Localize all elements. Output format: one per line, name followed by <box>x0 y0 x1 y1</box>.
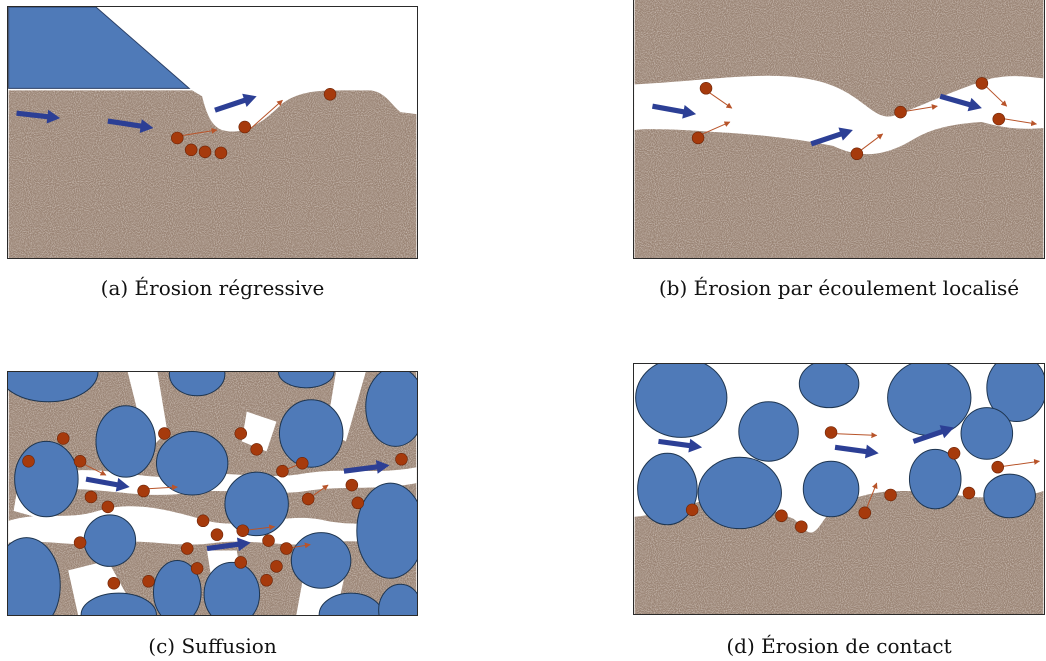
coarse-grain <box>96 406 156 477</box>
fine-particle-icon <box>197 515 209 527</box>
fine-particle-icon <box>859 507 871 519</box>
fine-particle-icon <box>235 556 247 568</box>
fine-particle-icon <box>851 148 863 160</box>
coarse-grain <box>698 457 781 528</box>
fine-particle-icon <box>324 88 336 100</box>
fine-particle-icon <box>276 465 288 477</box>
fine-particle-icon <box>191 562 203 574</box>
fine-particle-icon <box>181 543 193 555</box>
coarse-grain <box>15 441 78 516</box>
fine-particle-icon <box>74 537 86 549</box>
fine-particle-icon <box>171 132 183 144</box>
coarse-grain <box>636 364 727 437</box>
coarse-grain <box>961 408 1013 460</box>
fine-particle-icon <box>239 121 251 133</box>
fine-particle-icon <box>296 457 308 469</box>
fine-particle-icon <box>74 455 86 467</box>
fine-particle-icon <box>251 443 263 455</box>
fine-particle-icon <box>302 493 314 505</box>
coarse-grain <box>225 472 288 535</box>
caption-d: (d) Érosion de contact <box>633 634 1045 658</box>
fine-particle-icon <box>948 447 960 459</box>
panel-c-illustration <box>8 372 417 615</box>
fine-particle-icon <box>992 461 1004 473</box>
fine-particle-icon <box>346 479 358 491</box>
fine-particle-icon <box>993 113 1005 125</box>
coarse-grain <box>291 533 351 589</box>
caption-b: (b) Érosion par écoulement localisé <box>633 276 1045 300</box>
fine-particle-icon <box>795 521 807 533</box>
fine-particle-icon <box>686 504 698 516</box>
fine-particle-icon <box>885 489 897 501</box>
coarse-grain <box>799 364 859 408</box>
fine-particle-icon <box>199 146 211 158</box>
panel-b-illustration <box>634 0 1044 258</box>
fine-particle-icon <box>280 543 292 555</box>
fine-particle-icon <box>700 82 712 94</box>
caption-a: (a) Érosion régressive <box>7 276 418 300</box>
fine-particle-icon <box>261 574 273 586</box>
fine-particle-icon <box>976 77 988 89</box>
fine-particle-icon <box>143 575 155 587</box>
fine-particle-icon <box>108 577 120 589</box>
fine-particle-icon <box>215 147 227 159</box>
fine-particle-icon <box>963 487 975 499</box>
fine-particle-icon <box>692 132 704 144</box>
fine-particle-icon <box>138 485 150 497</box>
fine-particle-icon <box>352 497 364 509</box>
fine-particle-icon <box>395 453 407 465</box>
fine-particle-icon <box>237 525 249 537</box>
fine-particle-icon <box>776 510 788 522</box>
panel-d-contact-erosion <box>633 363 1045 615</box>
fine-particle-icon <box>158 428 170 440</box>
fine-particle-icon <box>895 106 907 118</box>
fine-particle-icon <box>57 433 69 445</box>
fine-particle-icon <box>235 428 247 440</box>
fine-particle-icon <box>271 560 283 572</box>
coarse-grain <box>84 515 136 567</box>
coarse-grain <box>888 364 971 435</box>
panel-d-illustration <box>634 364 1044 614</box>
fine-particle-icon <box>85 491 97 503</box>
coarse-grain <box>279 400 342 467</box>
fine-particle-icon <box>825 427 837 439</box>
coarse-grain <box>739 402 799 462</box>
fine-particle-icon <box>211 529 223 541</box>
panel-a-illustration <box>8 7 417 258</box>
coarse-grain <box>803 461 859 517</box>
fine-particle-icon <box>102 501 114 513</box>
coarse-grain <box>984 474 1036 518</box>
coarse-grain <box>156 432 227 495</box>
panel-b-localized-flow-erosion <box>633 0 1045 259</box>
caption-c: (c) Suffusion <box>7 634 418 658</box>
fine-particle-icon <box>263 535 275 547</box>
panel-c-suffusion <box>7 371 418 616</box>
fine-particle-icon <box>185 144 197 156</box>
fine-particle-icon <box>23 455 35 467</box>
panel-a-regressive-erosion <box>7 6 418 259</box>
